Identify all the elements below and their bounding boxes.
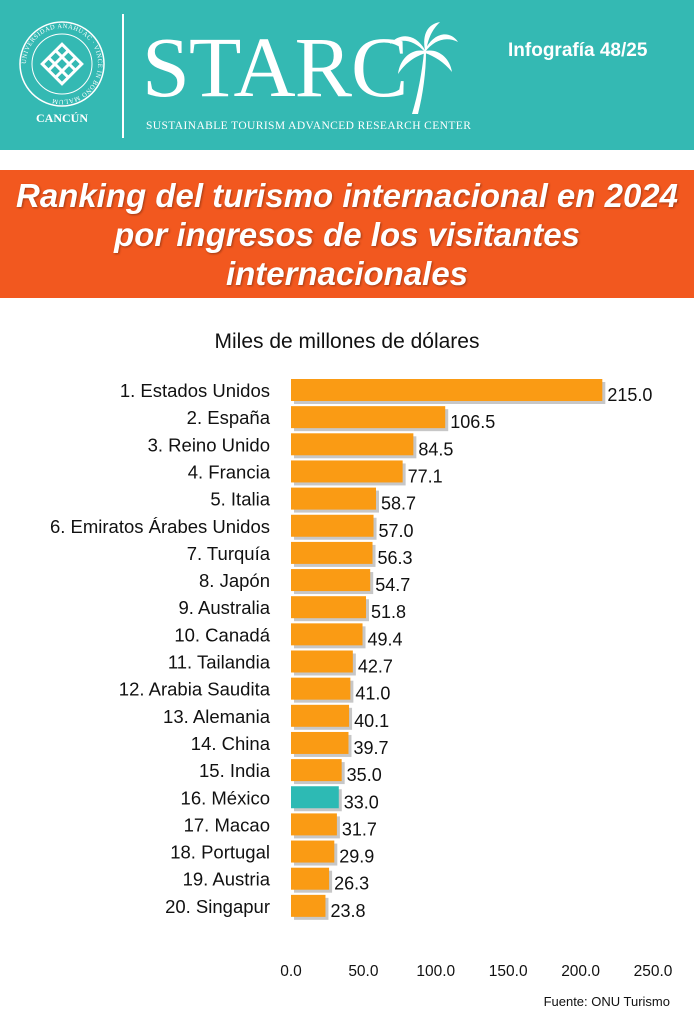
infographic-title: Ranking del turismo internacional en 202… (15, 176, 678, 292)
x-tick-label: 150.0 (489, 963, 528, 980)
category-label: 9. Australia (178, 597, 270, 618)
category-label: 10. Canadá (174, 624, 270, 645)
palm-tree-icon (390, 22, 458, 114)
x-tick-label: 50.0 (348, 963, 379, 980)
university-seal-logo: UNIVERSIDAD ANÁHUAC · VINCE IN BONO MALU… (19, 21, 105, 107)
value-label: 57.0 (379, 521, 414, 541)
category-label: 5. Italia (210, 489, 270, 510)
value-label: 49.4 (368, 629, 403, 649)
value-label: 33.0 (344, 792, 379, 812)
value-label: 39.7 (353, 738, 388, 758)
bar (291, 786, 339, 809)
bar (291, 867, 330, 890)
category-label: 7. Turquía (187, 543, 271, 564)
bar (291, 541, 373, 564)
x-tick-label: 0.0 (280, 963, 302, 980)
bar (291, 677, 351, 700)
value-label: 29.9 (339, 847, 374, 867)
category-label: 19. Austria (183, 869, 271, 890)
bar (291, 596, 367, 619)
header-band: UNIVERSIDAD ANÁHUAC · VINCE IN BONO MALU… (0, 0, 694, 150)
x-tick-label: 100.0 (416, 963, 455, 980)
category-label: 6. Emiratos Árabes Unidos (50, 516, 270, 537)
category-label: 16. México (181, 787, 270, 808)
category-label: 13. Alemania (163, 706, 271, 727)
bar (291, 894, 326, 917)
category-label: 11. Tailandia (168, 652, 271, 673)
bar (291, 704, 350, 727)
value-label: 31.7 (342, 819, 377, 839)
bar (291, 623, 363, 646)
header-divider (122, 14, 124, 138)
value-label: 40.1 (354, 711, 389, 731)
value-label: 215.0 (607, 385, 652, 405)
brand-subtitle: SUSTAINABLE TOURISM ADVANCED RESEARCH CE… (146, 120, 472, 132)
bar (291, 759, 342, 782)
bar (291, 731, 349, 754)
bar (291, 569, 371, 592)
university-ring-text: UNIVERSIDAD ANÁHUAC · VINCE IN BONO MALU… (21, 23, 103, 106)
category-label: 17. Macao (184, 814, 270, 835)
bar (291, 840, 335, 863)
value-label: 35.0 (347, 765, 382, 785)
value-label: 77.1 (408, 466, 443, 486)
value-label: 51.8 (371, 602, 406, 622)
x-tick-label: 200.0 (561, 963, 600, 980)
bar (291, 379, 603, 401)
chart-title: Miles de millones de dólares (214, 330, 480, 353)
category-label: 18. Portugal (170, 842, 270, 863)
category-label: 4. Francia (188, 461, 271, 482)
bar (291, 514, 374, 537)
category-label: 2. España (187, 407, 271, 428)
category-label: 12. Arabia Saudita (119, 679, 271, 700)
bar (291, 406, 446, 429)
value-label: 23.8 (330, 901, 365, 921)
brand-name: STARC (142, 19, 408, 115)
bar (291, 813, 337, 836)
value-label: 56.3 (378, 548, 413, 568)
bar (291, 650, 353, 673)
category-label: 20. Singapur (165, 896, 270, 917)
category-label: 3. Reino Unido (148, 434, 270, 455)
value-label: 106.5 (450, 412, 495, 432)
value-label: 26.3 (334, 874, 369, 894)
x-tick-label: 250.0 (634, 963, 673, 980)
value-label: 54.7 (375, 575, 410, 595)
category-label: 8. Japón (199, 570, 270, 591)
value-label: 42.7 (358, 657, 393, 677)
svg-text:UNIVERSIDAD ANÁHUAC · VINCE IN: UNIVERSIDAD ANÁHUAC · VINCE IN BONO MALU… (21, 23, 103, 106)
value-label: 58.7 (381, 494, 416, 514)
category-label: 14. China (191, 733, 271, 754)
value-label: 41.0 (355, 684, 390, 704)
infographic-number: Infografía 48/25 (508, 40, 648, 61)
bar-chart: 1. Estados Unidos 215.0 2. España 106.5 3. R… (50, 379, 673, 980)
title-banner: Ranking del turismo internacional en 202… (0, 170, 694, 298)
source-note: Fuente: ONU Turismo (543, 994, 670, 1009)
bar (291, 487, 376, 510)
bar (291, 460, 403, 483)
category-label: 1. Estados Unidos (120, 380, 270, 401)
bar (291, 433, 414, 456)
university-city: CANCÚN (36, 111, 88, 125)
category-label: 15. India (199, 760, 271, 781)
value-label: 84.5 (418, 439, 453, 459)
